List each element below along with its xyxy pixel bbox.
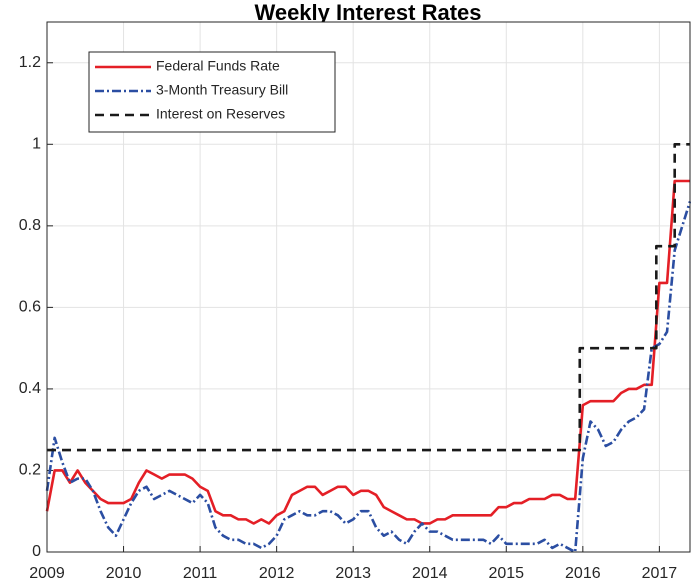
y-tick-label: 0.2 [19,462,41,479]
legend: Federal Funds Rate 3-Month Treasury Bill I… [88,51,336,133]
x-tick-label: 2011 [183,565,218,582]
x-tick-label: 2014 [412,565,448,582]
y-tick-label: 1.2 [19,54,41,71]
series-line [45,200,691,554]
x-tick-label: 2012 [259,565,295,582]
series-line [45,179,690,525]
x-tick-label: 2009 [29,565,65,582]
x-tick-label: 2017 [642,565,678,582]
series-line [47,143,690,452]
legend-label: Federal Funds Rate [156,58,280,74]
chart-title: Weekly Interest Rates [254,0,481,25]
x-tick-label: 2015 [488,565,524,582]
y-tick-label: 0.8 [19,217,41,234]
y-tick-label: 0.6 [19,299,41,316]
y-tick-label: 0 [32,543,41,560]
x-tick-label: 2016 [565,565,601,582]
x-tick-label: 2013 [335,565,371,582]
x-tick-label: 2010 [106,565,142,582]
legend-label: 3-Month Treasury Bill [156,82,288,98]
legend-label: Interest on Reserves [156,106,285,122]
y-tick-label: 1 [32,136,41,153]
y-tick-label: 0.4 [19,380,41,397]
plot-frame [46,21,691,553]
